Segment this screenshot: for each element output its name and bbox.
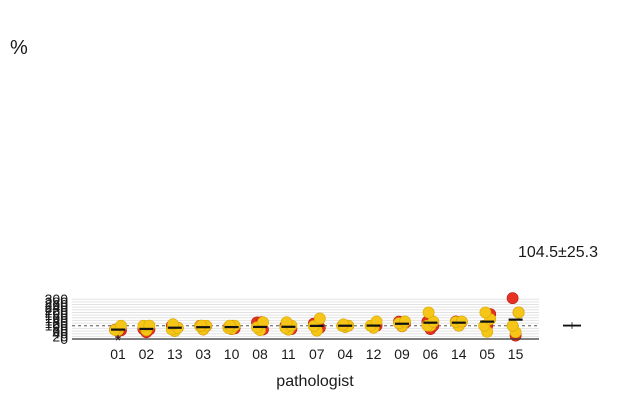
y-tick-label: 220 <box>45 302 69 318</box>
x-tick-label: 09 <box>394 346 410 362</box>
x-tick-label: 05 <box>479 346 495 362</box>
y-tick-label: 180 <box>45 307 69 323</box>
x-tick-label: 15 <box>508 346 524 362</box>
data-point <box>223 319 236 332</box>
y-tick-label: 200 <box>45 304 69 320</box>
y-tick-label: 240 <box>45 299 69 315</box>
y-axis-unit-label: % <box>10 37 28 59</box>
mean-markers <box>111 318 523 331</box>
y-tick-label: 280 <box>45 294 69 310</box>
y-tick-label: 40 <box>52 326 68 342</box>
x-axis-ticks: 01 02 13 03 10 08 11 07 04 12 09 06 14 05 15 <box>110 346 523 362</box>
data-point <box>195 319 208 332</box>
x-tick-label: 03 <box>195 346 211 362</box>
annotation-asterisk: * <box>115 333 121 350</box>
x-tick-label: 07 <box>309 346 325 362</box>
x-tick-label: 13 <box>167 346 183 362</box>
x-tick-label: 11 <box>281 346 296 362</box>
y-tick-label: 140 <box>45 312 69 328</box>
y-tick-label: 0 <box>60 331 68 347</box>
data-point <box>337 318 350 331</box>
x-tick-label: 01 <box>110 346 126 362</box>
x-tick-label: 12 <box>366 346 382 362</box>
y-tick-label: 100 <box>45 318 69 334</box>
y-tick-label: 260 <box>45 297 69 313</box>
data-point <box>422 306 435 319</box>
data-point <box>506 319 519 332</box>
y-tick-label: 20 <box>52 328 68 344</box>
summary-label: 104.5±25.3 <box>518 244 598 261</box>
y-tick-label: 120 <box>45 315 69 331</box>
x-tick-label: 10 <box>224 346 240 362</box>
x-tick-label: 02 <box>139 346 155 362</box>
data-point <box>512 306 525 319</box>
y-tick-label: 300 <box>45 291 69 307</box>
summary-marker <box>563 322 581 329</box>
x-tick-label: 14 <box>451 346 467 362</box>
data-point <box>399 315 411 328</box>
x-tick-label: 06 <box>423 346 439 362</box>
x-axis-title: pathologist <box>276 373 354 390</box>
y-axis-ticks: 0204060801001201401601802002202402602803… <box>45 291 69 347</box>
x-tick-label: 08 <box>252 346 268 362</box>
y-tick-label: 160 <box>45 310 69 326</box>
x-tick-label: 04 <box>337 346 353 362</box>
data-point <box>506 292 519 305</box>
data-point <box>455 315 468 328</box>
data-point <box>479 306 492 319</box>
data-point <box>370 315 383 328</box>
y-tick-label: 60 <box>52 323 68 339</box>
y-tick-label: 80 <box>52 320 68 336</box>
data-point <box>313 312 326 325</box>
